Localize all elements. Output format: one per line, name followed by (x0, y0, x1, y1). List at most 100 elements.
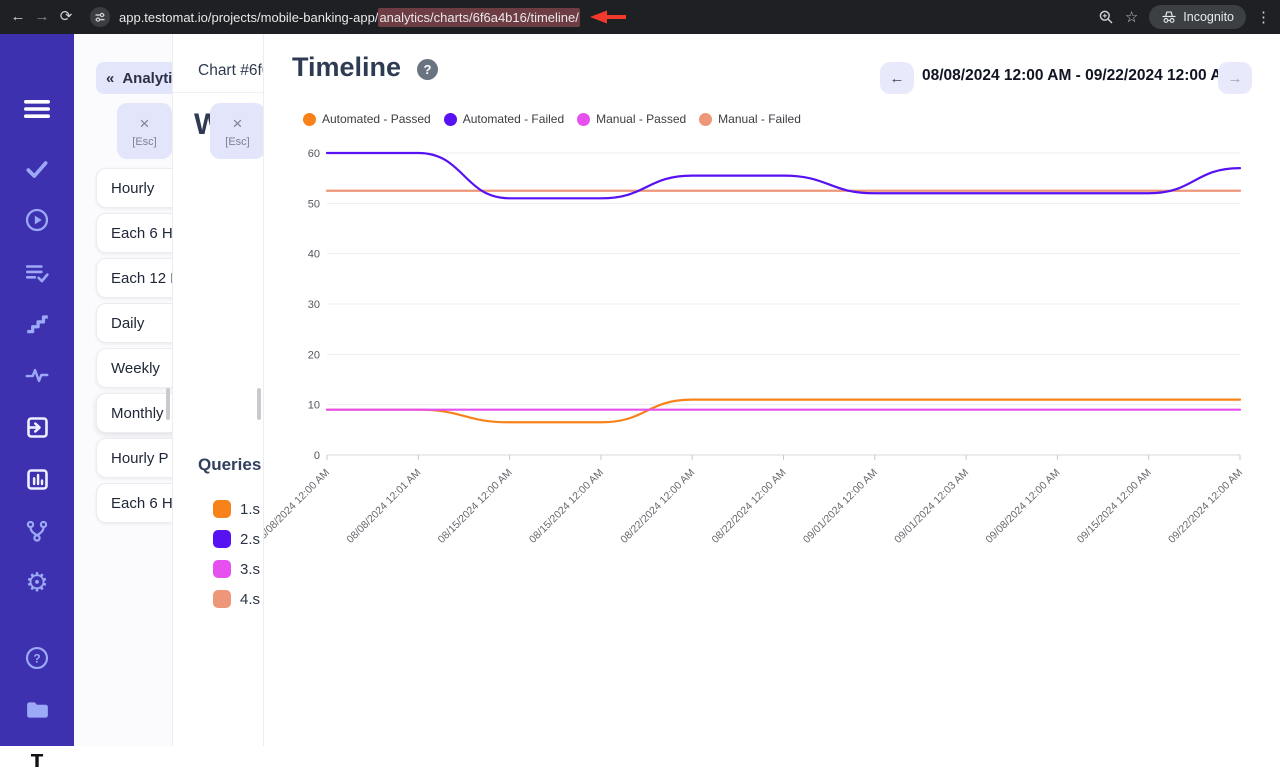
sidebar-item-docs[interactable] (0, 688, 74, 732)
red-annotation-arrow-icon (589, 10, 626, 24)
query-item-4[interactable]: 4.s (213, 590, 260, 608)
analytics-back-label: Analytics (122, 69, 173, 87)
interval-item-monthly[interactable]: Monthly (96, 393, 172, 433)
branch-merge-icon (26, 520, 48, 542)
query-label: 4.s (240, 590, 261, 608)
browser-reload-icon[interactable]: ⟳ (59, 8, 73, 25)
chart-drawer-divider (172, 92, 263, 93)
date-range-next-button[interactable]: → (1218, 62, 1252, 94)
sidebar-item-import[interactable] (0, 405, 74, 449)
query-color-swatch (213, 590, 231, 608)
sidebar-item-branches[interactable] (0, 509, 74, 553)
legend-dot-icon (303, 112, 316, 126)
svg-text:08/15/2024 12:00 AM: 08/15/2024 12:00 AM (436, 467, 515, 546)
sidebar-item-settings[interactable]: ⚙ (0, 561, 74, 605)
interval-item-weekly[interactable]: Weekly (96, 348, 172, 388)
query-item-1[interactable]: 1.s (213, 500, 260, 518)
help-icon[interactable]: ? (417, 59, 438, 80)
incognito-label: Incognito (1183, 10, 1234, 24)
bookmark-star-icon[interactable]: ☆ (1124, 9, 1139, 26)
interval-item-hourly[interactable]: Hourly (96, 168, 172, 208)
sidebar-item-steps[interactable] (0, 302, 74, 346)
svg-text:09/22/2024 12:00 AM: 09/22/2024 12:00 AM (1166, 467, 1245, 546)
interval-item-hourly-p[interactable]: Hourly P (96, 438, 172, 478)
svg-text:10: 10 (308, 400, 320, 412)
legend-dot-icon (577, 112, 591, 126)
activity-pulse-icon (25, 368, 49, 383)
question-circle-icon: ? (25, 646, 49, 670)
svg-text:08/22/2024 12:00 AM: 08/22/2024 12:00 AM (710, 467, 789, 546)
svg-text:30: 30 (308, 299, 320, 311)
stairs-icon (27, 315, 48, 334)
chart-drawer-close-button[interactable]: × [Esc] (210, 103, 263, 159)
testomat-logo-icon: T (22, 746, 52, 776)
legend-item-automated-failed[interactable]: Automated - Failed (443, 112, 565, 126)
esc-hint-label: [Esc] (225, 135, 250, 148)
query-label: 1.s (240, 500, 261, 518)
chevron-double-left-icon: « (106, 69, 115, 87)
interval-item-daily[interactable]: Daily (96, 303, 172, 343)
svg-text:09/01/2024 12:03 AM: 09/01/2024 12:03 AM (892, 467, 971, 546)
sidebar-item-help[interactable]: ? (0, 636, 74, 680)
zoom-icon[interactable] (1098, 9, 1114, 25)
interval-item-each-6h-2[interactable]: Each 6 H (96, 483, 172, 523)
arrow-left-icon: ← (889, 69, 905, 87)
svg-text:09/15/2024 12:00 AM: 09/15/2024 12:00 AM (1075, 467, 1154, 546)
sidebar-menu-button[interactable] (0, 87, 74, 131)
analytics-drawer: « Analytics × [Esc] Hourly Each 6 H Each… (74, 34, 173, 746)
svg-text:40: 40 (308, 249, 320, 261)
legend-label: Manual - Passed (596, 112, 687, 126)
incognito-badge: Incognito (1149, 5, 1246, 29)
sidebar-item-test-plans[interactable] (0, 251, 74, 295)
sidebar-item-pulse[interactable] (0, 353, 74, 397)
site-info-icon[interactable] (90, 7, 110, 27)
arrow-right-icon: → (1227, 69, 1243, 87)
analytics-back-button[interactable]: « Analytics (96, 62, 173, 94)
browser-forward-icon[interactable]: → (34, 8, 50, 25)
sidebar-item-analytics[interactable] (0, 457, 74, 501)
legend-item-manual-passed[interactable]: Manual - Passed (577, 112, 686, 126)
url-bar[interactable]: app.testomat.io/projects/mobile-banking-… (119, 7, 580, 27)
app-sidebar: ⚙ ? T (0, 34, 74, 776)
legend-dot-icon (699, 112, 713, 126)
svg-text:50: 50 (308, 198, 320, 210)
svg-text:20: 20 (308, 349, 320, 361)
esc-hint-label: [Esc] (132, 135, 157, 148)
svg-text:09/08/2024 12:00 AM: 09/08/2024 12:00 AM (983, 467, 1062, 546)
browser-back-icon[interactable]: ← (10, 8, 26, 25)
interval-item-each-6h[interactable]: Each 6 H (96, 213, 172, 253)
svg-text:09/01/2024 12:00 AM: 09/01/2024 12:00 AM (801, 467, 880, 546)
hamburger-icon (24, 100, 50, 118)
page-title: Timeline (292, 52, 402, 82)
chart-drawer-scrollbar[interactable] (257, 388, 261, 420)
tune-icon (95, 12, 105, 22)
browser-toolbar: ← → ⟳ app.testomat.io/projects/mobile-ba… (0, 0, 1280, 34)
browser-menu-icon[interactable]: ⋮ (1256, 9, 1272, 26)
list-check-icon (25, 265, 49, 283)
legend-label: Manual - Failed (718, 112, 801, 126)
svg-text:0: 0 (314, 450, 320, 462)
query-item-2[interactable]: 2.s (213, 530, 260, 548)
legend-item-automated-passed[interactable]: Automated - Passed (303, 112, 431, 126)
gear-icon: ⚙ (25, 568, 49, 598)
query-label: 2.s (240, 530, 261, 548)
url-highlighted-segment: analytics/charts/6f6a4b16/timeline/ (378, 7, 580, 27)
legend-label: Automated - Failed (462, 112, 565, 126)
svg-text:08/08/2024 12:01 AM: 08/08/2024 12:01 AM (344, 467, 423, 546)
svg-text:08/15/2024 12:00 AM: 08/15/2024 12:00 AM (527, 467, 606, 546)
legend-dot-icon (443, 112, 457, 126)
query-label: 3.s (240, 560, 261, 578)
close-icon: × (232, 113, 243, 133)
svg-text:60: 60 (308, 148, 320, 160)
analytics-drawer-close-button[interactable]: × [Esc] (117, 103, 172, 159)
query-item-3[interactable]: 3.s (213, 560, 260, 578)
sidebar-item-runs[interactable] (0, 198, 74, 242)
date-range-prev-button[interactable]: ← (880, 62, 914, 94)
sidebar-item-tests[interactable] (0, 147, 74, 191)
bar-chart-icon (26, 468, 48, 490)
analytics-drawer-scrollbar[interactable] (166, 388, 170, 420)
interval-item-each-12h[interactable]: Each 12 H (96, 258, 172, 298)
legend-item-manual-failed[interactable]: Manual - Failed (699, 112, 801, 126)
check-icon (26, 161, 48, 178)
